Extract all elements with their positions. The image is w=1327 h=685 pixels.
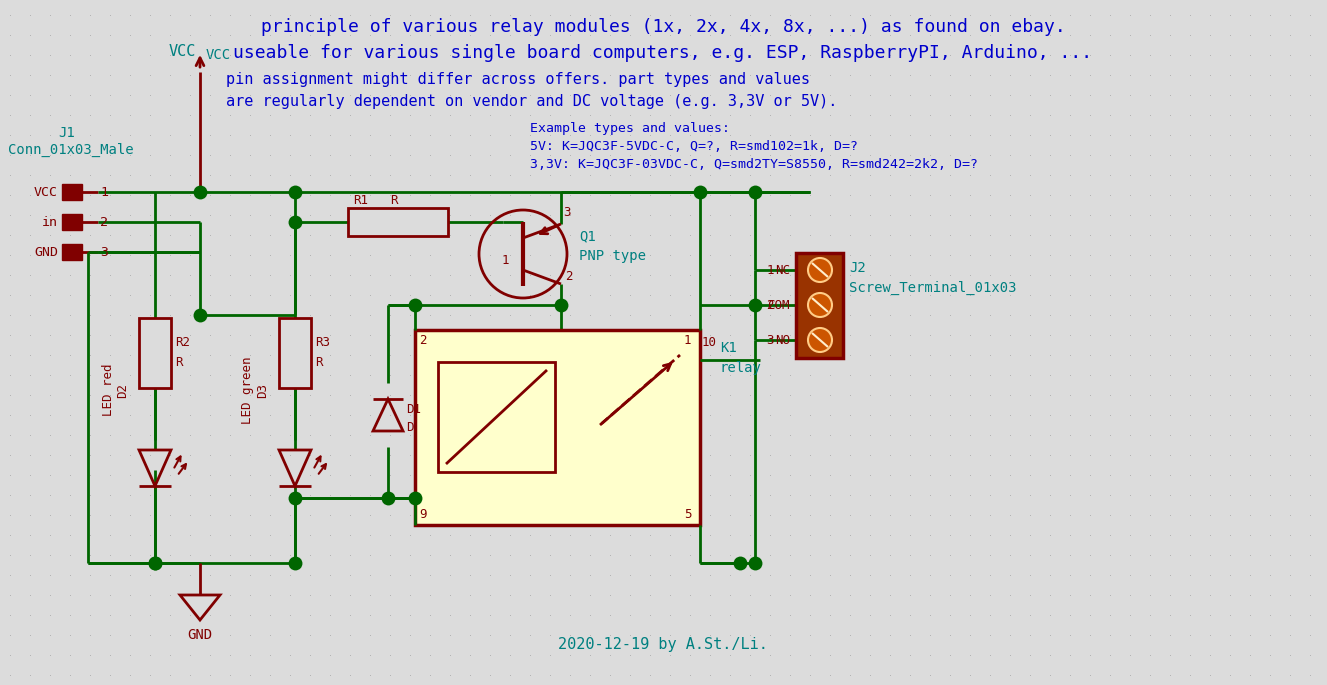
Text: VCC: VCC [169, 44, 196, 59]
Text: useable for various single board computers, e.g. ESP, RaspberryPI, Arduino, ...: useable for various single board compute… [234, 44, 1092, 62]
Text: K1: K1 [721, 341, 736, 355]
Text: PNP type: PNP type [579, 249, 646, 263]
FancyBboxPatch shape [415, 330, 701, 525]
Text: principle of various relay modules (1x, 2x, 4x, 8x, ...) as found on ebay.: principle of various relay modules (1x, … [260, 18, 1066, 36]
Text: COM: COM [767, 299, 790, 312]
Text: 2: 2 [100, 216, 107, 229]
Text: 3: 3 [767, 334, 774, 347]
Text: 5V: K=JQC3F-5VDC-C, Q=?, R=smd102=1k, D=?: 5V: K=JQC3F-5VDC-C, Q=?, R=smd102=1k, D=… [529, 140, 859, 153]
Text: 10: 10 [702, 336, 717, 349]
Text: 2: 2 [767, 299, 774, 312]
FancyBboxPatch shape [438, 362, 555, 472]
Text: LED green: LED green [240, 356, 253, 424]
Text: NC: NC [775, 264, 790, 277]
Text: relay: relay [721, 361, 762, 375]
Text: J1: J1 [58, 126, 74, 140]
FancyBboxPatch shape [139, 318, 171, 388]
FancyBboxPatch shape [62, 184, 82, 200]
Text: 2020-12-19 by A.St./Li.: 2020-12-19 by A.St./Li. [559, 638, 768, 653]
Circle shape [808, 328, 832, 352]
Text: R: R [314, 356, 322, 369]
Text: GND: GND [187, 628, 212, 642]
Text: R: R [175, 356, 183, 369]
Text: in: in [42, 216, 58, 229]
Text: 2: 2 [419, 334, 426, 347]
Text: 1: 1 [767, 264, 774, 277]
Text: 3,3V: K=JQC3F-03VDC-C, Q=smd2TY=S8550, R=smd242=2k2, D=?: 3,3V: K=JQC3F-03VDC-C, Q=smd2TY=S8550, R… [529, 158, 978, 171]
Text: R3: R3 [314, 336, 330, 349]
Text: R: R [390, 193, 398, 206]
Text: 1: 1 [100, 186, 107, 199]
FancyBboxPatch shape [348, 208, 449, 236]
Text: J2: J2 [849, 261, 865, 275]
Circle shape [808, 258, 832, 282]
Text: 5: 5 [683, 508, 691, 521]
Text: Example types and values:: Example types and values: [529, 122, 730, 135]
Text: R2: R2 [175, 336, 190, 349]
Text: pin assignment might differ across offers. part types and values: pin assignment might differ across offer… [226, 72, 809, 87]
Text: Screw_Terminal_01x03: Screw_Terminal_01x03 [849, 281, 1016, 295]
Text: D: D [406, 421, 414, 434]
Text: 3: 3 [563, 206, 571, 219]
Text: LED red: LED red [102, 364, 115, 416]
Text: GND: GND [35, 245, 58, 258]
Text: VCC: VCC [35, 186, 58, 199]
Text: NO: NO [775, 334, 790, 347]
Text: 1: 1 [502, 253, 510, 266]
FancyBboxPatch shape [796, 253, 843, 358]
Text: 3: 3 [100, 245, 107, 258]
Text: 2: 2 [565, 269, 572, 282]
Text: are regularly dependent on vendor and DC voltage (e.g. 3,3V or 5V).: are regularly dependent on vendor and DC… [226, 94, 837, 109]
Text: 1: 1 [683, 334, 691, 347]
Text: R1: R1 [353, 193, 368, 206]
Circle shape [808, 293, 832, 317]
FancyBboxPatch shape [62, 214, 82, 230]
Text: Q1: Q1 [579, 229, 596, 243]
Text: VCC: VCC [206, 48, 231, 62]
FancyBboxPatch shape [62, 244, 82, 260]
FancyBboxPatch shape [279, 318, 311, 388]
Text: D1: D1 [406, 403, 421, 416]
Text: D2: D2 [117, 382, 130, 397]
Text: D3: D3 [256, 382, 269, 397]
Text: 9: 9 [419, 508, 426, 521]
Text: Conn_01x03_Male: Conn_01x03_Male [8, 143, 134, 157]
